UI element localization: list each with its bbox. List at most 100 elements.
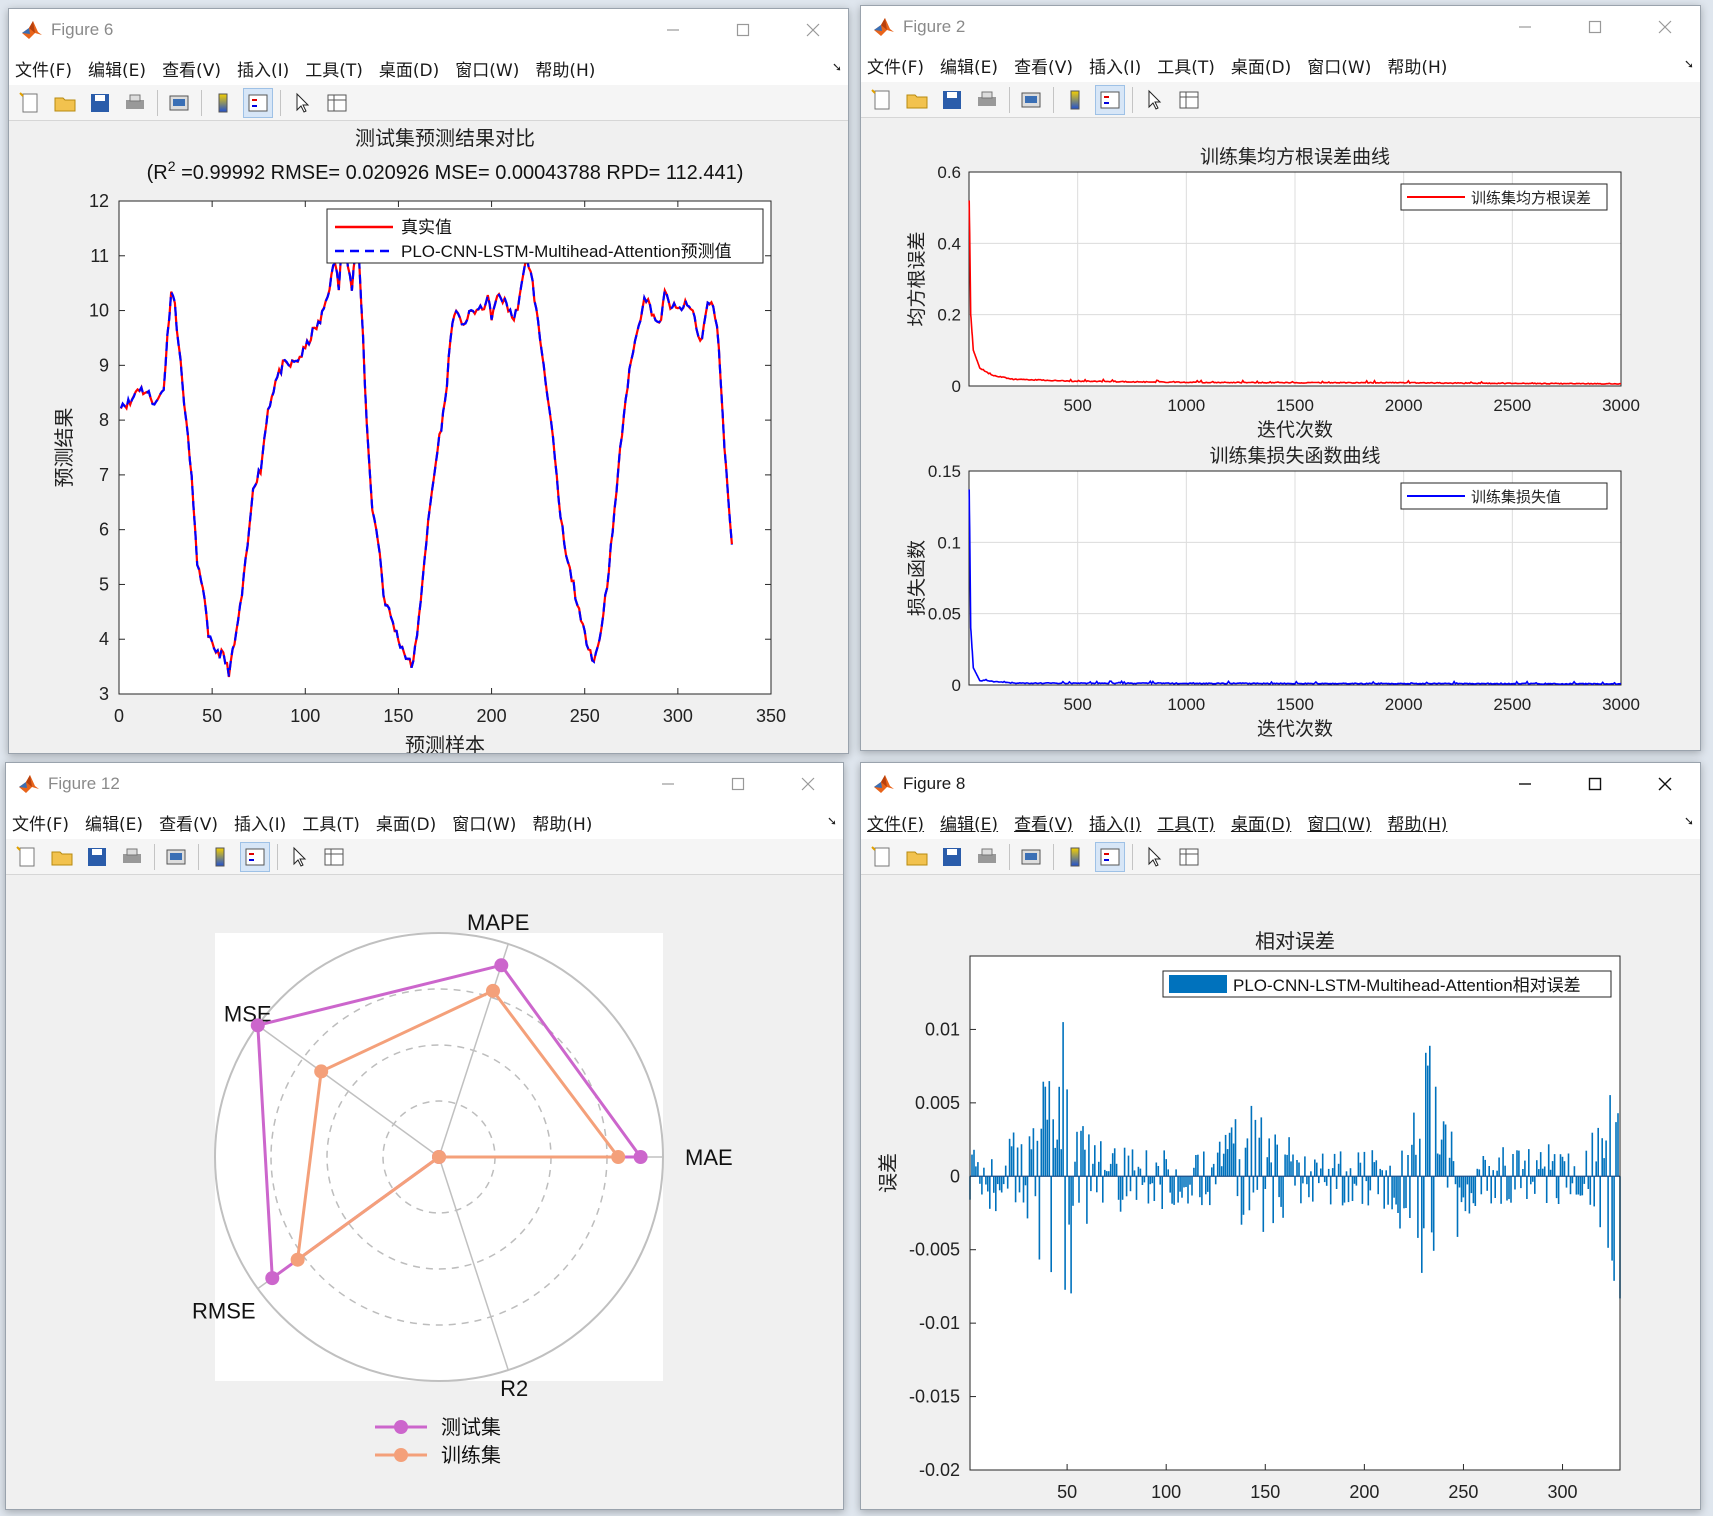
save-icon[interactable]: [85, 88, 115, 118]
save-icon[interactable]: [82, 842, 112, 872]
new-figure-icon[interactable]: [12, 842, 42, 872]
menu-tools[interactable]: 工具(T): [1157, 814, 1215, 835]
property-editor-icon[interactable]: [322, 88, 352, 118]
link-plot-icon[interactable]: [1016, 842, 1046, 872]
menu-edit[interactable]: 编辑(E): [940, 814, 999, 835]
property-editor-icon[interactable]: [319, 842, 349, 872]
menu-file[interactable]: 文件(F): [15, 60, 73, 81]
minimize-button[interactable]: [633, 763, 703, 805]
edit-plot-icon[interactable]: [287, 88, 317, 118]
link-plot-icon[interactable]: [1016, 85, 1046, 115]
error-bar: [1143, 1176, 1146, 1183]
menu-help[interactable]: 帮助(H): [532, 814, 593, 835]
print-icon[interactable]: [972, 85, 1002, 115]
menu-window[interactable]: 窗口(W): [455, 60, 520, 81]
menu-insert[interactable]: 插入(I): [1088, 814, 1142, 835]
open-file-icon[interactable]: [902, 842, 932, 872]
figure-12-content: MAE MAPE MSE RMSE R2 测试集 训练集: [6, 875, 843, 1509]
menu-edit[interactable]: 编辑(E): [940, 57, 999, 78]
menu-file[interactable]: 文件(F): [867, 57, 925, 78]
save-icon[interactable]: [937, 842, 967, 872]
menu-view[interactable]: 查看(V): [162, 60, 221, 81]
menu-desktop[interactable]: 桌面(D): [1230, 814, 1292, 835]
menu-tools[interactable]: 工具(T): [305, 60, 363, 81]
menu-view[interactable]: 查看(V): [159, 814, 218, 835]
menu-tools[interactable]: 工具(T): [1157, 57, 1215, 78]
dock-arrow-icon[interactable]: ➘: [826, 814, 837, 828]
chart-title: 相对误差: [1255, 930, 1335, 953]
legend-icon[interactable]: [1095, 84, 1125, 115]
menu-file[interactable]: 文件(F): [12, 814, 70, 835]
menu-help[interactable]: 帮助(H): [1387, 814, 1448, 835]
open-file-icon[interactable]: [902, 85, 932, 115]
open-file-icon[interactable]: [50, 88, 80, 118]
edit-plot-icon[interactable]: [284, 842, 314, 872]
menu-edit[interactable]: 编辑(E): [85, 814, 144, 835]
menu-help[interactable]: 帮助(H): [535, 60, 596, 81]
menu-desktop[interactable]: 桌面(D): [1230, 57, 1292, 78]
menu-view[interactable]: 查看(V): [1014, 57, 1073, 78]
toolbar-separator: [1053, 843, 1054, 870]
close-button[interactable]: [1630, 763, 1700, 805]
property-editor-icon[interactable]: [1174, 85, 1204, 115]
minimize-button[interactable]: [1490, 6, 1560, 48]
edit-plot-icon[interactable]: [1139, 842, 1169, 872]
maximize-button[interactable]: [1560, 6, 1630, 48]
colorbar-icon[interactable]: [205, 842, 235, 872]
menu-view[interactable]: 查看(V): [1014, 814, 1073, 835]
menu-file[interactable]: 文件(F): [867, 814, 925, 835]
dock-arrow-icon[interactable]: ➘: [1683, 814, 1694, 828]
print-icon[interactable]: [117, 842, 147, 872]
menu-tools[interactable]: 工具(T): [302, 814, 360, 835]
toolbar: [6, 839, 843, 875]
title-bar[interactable]: Figure 2: [861, 6, 1700, 48]
print-icon[interactable]: [120, 88, 150, 118]
toolbar: [861, 839, 1700, 875]
dock-arrow-icon[interactable]: ➘: [831, 60, 842, 74]
property-editor-icon[interactable]: [1174, 842, 1204, 872]
figure-6-window[interactable]: Figure 6 文件(F) 编辑(E) 查看(V) 插入(I) 工具(T) 桌…: [8, 8, 849, 754]
title-bar[interactable]: Figure 8: [861, 763, 1700, 805]
maximize-button[interactable]: [708, 9, 778, 51]
legend-icon[interactable]: [240, 841, 270, 872]
edit-plot-icon[interactable]: [1139, 85, 1169, 115]
open-file-icon[interactable]: [47, 842, 77, 872]
menu-window[interactable]: 窗口(W): [452, 814, 517, 835]
new-figure-icon[interactable]: [15, 88, 45, 118]
colorbar-icon[interactable]: [1060, 842, 1090, 872]
legend-icon[interactable]: [243, 87, 273, 118]
maximize-button[interactable]: [1560, 763, 1630, 805]
link-plot-icon[interactable]: [161, 842, 191, 872]
y-tick-label: 0.01: [925, 1019, 960, 1039]
colorbar-icon[interactable]: [208, 88, 238, 118]
new-figure-icon[interactable]: [867, 842, 897, 872]
menu-insert[interactable]: 插入(I): [233, 814, 287, 835]
maximize-button[interactable]: [703, 763, 773, 805]
menu-insert[interactable]: 插入(I): [236, 60, 290, 81]
error-bar: [1290, 1161, 1292, 1177]
menu-insert[interactable]: 插入(I): [1088, 57, 1142, 78]
colorbar-icon[interactable]: [1060, 85, 1090, 115]
save-icon[interactable]: [937, 85, 967, 115]
menu-desktop[interactable]: 桌面(D): [375, 814, 437, 835]
menu-window[interactable]: 窗口(W): [1307, 814, 1372, 835]
menu-help[interactable]: 帮助(H): [1387, 57, 1448, 78]
link-plot-icon[interactable]: [164, 88, 194, 118]
title-bar[interactable]: Figure 6: [9, 9, 848, 51]
minimize-button[interactable]: [1490, 763, 1560, 805]
dock-arrow-icon[interactable]: ➘: [1683, 57, 1694, 71]
legend-icon[interactable]: [1095, 841, 1125, 872]
print-icon[interactable]: [972, 842, 1002, 872]
close-button[interactable]: [773, 763, 843, 805]
close-button[interactable]: [778, 9, 848, 51]
menu-window[interactable]: 窗口(W): [1307, 57, 1372, 78]
menu-desktop[interactable]: 桌面(D): [378, 60, 440, 81]
menu-edit[interactable]: 编辑(E): [88, 60, 147, 81]
close-button[interactable]: [1630, 6, 1700, 48]
figure-8-window[interactable]: Figure 8 文件(F) 编辑(E) 查看(V) 插入(I) 工具(T) 桌…: [860, 762, 1701, 1510]
figure-12-window[interactable]: Figure 12 文件(F) 编辑(E) 查看(V) 插入(I) 工具(T) …: [5, 762, 844, 1510]
title-bar[interactable]: Figure 12: [6, 763, 843, 805]
figure-2-window[interactable]: Figure 2 文件(F) 编辑(E) 查看(V) 插入(I) 工具(T) 桌…: [860, 5, 1701, 751]
minimize-button[interactable]: [638, 9, 708, 51]
new-figure-icon[interactable]: [867, 85, 897, 115]
